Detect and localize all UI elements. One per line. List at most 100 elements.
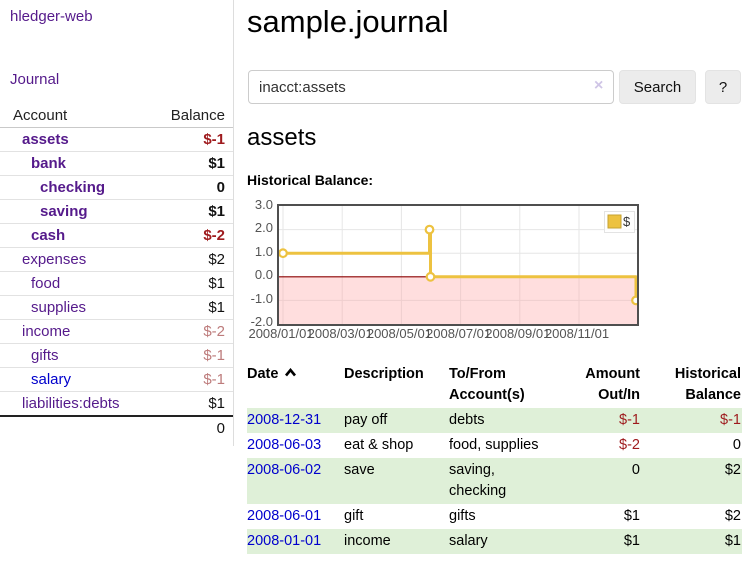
nav-journal-link[interactable]: Journal <box>10 71 60 88</box>
x-tick-label: 2008/09/01 <box>485 326 551 341</box>
column-header-description: Description <box>344 366 424 382</box>
account-link-saving[interactable]: saving <box>40 203 88 220</box>
account-link-bank[interactable]: bank <box>31 155 67 172</box>
account-row-food: food $1 <box>0 272 233 296</box>
register-table: Date Description To/From Account(s) Amou… <box>247 362 742 554</box>
help-button[interactable]: ? <box>705 70 741 104</box>
transaction-amount: 0 <box>631 462 640 478</box>
account-row-income: income $-2 <box>0 320 233 344</box>
y-tick-label: -1.0 <box>250 291 273 306</box>
account-row-bank: bank $1 <box>0 152 233 176</box>
account-balance: $-1 <box>203 371 225 388</box>
account-link-gifts[interactable]: gifts <box>31 347 59 364</box>
account-balance: $1 <box>208 299 225 316</box>
account-link-assets[interactable]: assets <box>22 131 69 148</box>
account-row-assets: assets $-1 <box>0 128 233 152</box>
register-row: 2008-06-01 gift gifts $1 $2 <box>247 504 742 529</box>
transaction-description: save <box>344 462 375 478</box>
accounts-total-row: 0 <box>0 417 233 440</box>
account-heading: assets <box>247 124 317 151</box>
account-row-saving: saving $1 <box>0 200 233 224</box>
transaction-accounts: salary <box>449 533 488 549</box>
register-row: 2008-12-31 pay off debts $-1 $-1 <box>247 408 742 433</box>
transaction-balance: $1 <box>724 533 741 549</box>
transaction-accounts: food, supplies <box>449 437 539 453</box>
account-balance: $1 <box>208 275 225 292</box>
brand-link[interactable]: hledger-web <box>10 8 93 25</box>
y-tick-label: -2.0 <box>250 314 273 329</box>
account-link-income[interactable]: income <box>22 323 71 340</box>
accounts-header-balance: Balance <box>170 107 225 124</box>
accounts-header-account: Account <box>13 107 68 124</box>
legend-swatch <box>607 214 622 229</box>
sort-ascending-icon <box>285 368 297 377</box>
y-tick-label: 1.0 <box>254 244 273 259</box>
transaction-date-link[interactable]: 2008-06-01 <box>247 508 322 524</box>
account-balance: $1 <box>208 203 225 220</box>
x-tick-label: 2008/01/01 <box>248 326 314 341</box>
balance-line-chart-svg: $ <box>278 206 641 324</box>
account-link-cash[interactable]: cash <box>31 227 66 244</box>
account-balance: $-2 <box>203 323 225 340</box>
negative-region <box>279 276 637 324</box>
column-header-accounts-label: To/From Account(s) <box>449 366 525 403</box>
chart-title: Historical Balance: <box>247 172 374 188</box>
account-balance: 0 <box>216 179 225 196</box>
column-header-date[interactable]: Date <box>247 362 344 408</box>
transaction-amount: $1 <box>623 508 640 524</box>
account-link-checking[interactable]: checking <box>40 179 106 196</box>
account-balance: $2 <box>208 251 225 268</box>
transaction-balance: $2 <box>724 508 741 524</box>
y-tick-label: 0.0 <box>254 267 273 282</box>
transaction-balance: $2 <box>724 462 741 478</box>
transaction-date-link[interactable]: 2008-01-01 <box>247 533 322 549</box>
data-points <box>278 224 641 306</box>
x-tick-label: 2008/11/01 <box>544 326 610 341</box>
transaction-date-link[interactable]: 2008-12-31 <box>247 412 322 428</box>
column-header-amount: Amount Out/In <box>585 366 640 403</box>
transaction-balance: 0 <box>732 437 741 453</box>
sidebar: hledger-web Journal Account Balance asse… <box>0 0 234 446</box>
accounts-tree: Account Balance assets $-1 bank $1 check… <box>0 104 233 440</box>
register-row: 2008-06-02 save saving, checking 0 $2 <box>247 458 742 504</box>
transaction-description: eat & shop <box>344 437 414 453</box>
register-row: 2008-01-01 income salary $1 $1 <box>247 529 742 554</box>
account-balance: $-1 <box>203 347 225 364</box>
column-header-accounts: To/From Account(s) <box>449 362 561 408</box>
transaction-accounts: saving, checking <box>449 462 507 499</box>
transaction-amount: $1 <box>623 533 640 549</box>
transaction-description: pay off <box>344 412 388 428</box>
accounts-total-value: 0 <box>216 420 225 437</box>
clear-search-icon[interactable]: × <box>594 77 604 94</box>
account-link-salary[interactable]: salary <box>31 371 72 388</box>
transaction-date-link[interactable]: 2008-06-02 <box>247 462 322 478</box>
transaction-description: gift <box>344 508 364 524</box>
search-input[interactable] <box>248 70 614 104</box>
legend-label: $ <box>623 214 631 229</box>
account-link-supplies[interactable]: supplies <box>31 299 87 316</box>
y-tick-label: 2.0 <box>254 220 273 235</box>
register-row: 2008-06-03 eat & shop food, supplies $-2… <box>247 433 742 458</box>
account-link-expenses[interactable]: expenses <box>22 251 87 268</box>
x-tick-label: 2008/07/01 <box>426 326 492 341</box>
accounts-header: Account Balance <box>0 104 233 128</box>
account-row-supplies: supplies $1 <box>0 296 233 320</box>
search-button[interactable]: Search <box>619 70 696 104</box>
chart-plot-area: $ <box>277 204 641 326</box>
account-row-liabilities-debts: liabilities:debts $1 <box>0 392 233 417</box>
column-header-historical: Historical Balance <box>674 366 741 403</box>
transaction-balance: $-1 <box>720 412 741 428</box>
historical-balance-chart: 3.0 2.0 1.0 0.0 -1.0 -2.0 <box>247 196 742 346</box>
account-link-liabilities-debts[interactable]: liabilities:debts <box>22 395 120 412</box>
transaction-accounts: debts <box>449 412 485 428</box>
chart-legend: $ <box>604 211 635 233</box>
page-title: sample.journal <box>247 4 449 39</box>
x-tick-label: 2008/05/01 <box>366 326 432 341</box>
account-row-salary: salary $-1 <box>0 368 233 392</box>
account-link-food[interactable]: food <box>31 275 61 292</box>
account-balance: $1 <box>208 155 225 172</box>
account-row-gifts: gifts $-1 <box>0 344 233 368</box>
transaction-date-link[interactable]: 2008-06-03 <box>247 437 322 453</box>
transaction-amount: $-1 <box>619 412 640 428</box>
column-header-date-label: Date <box>247 366 279 382</box>
